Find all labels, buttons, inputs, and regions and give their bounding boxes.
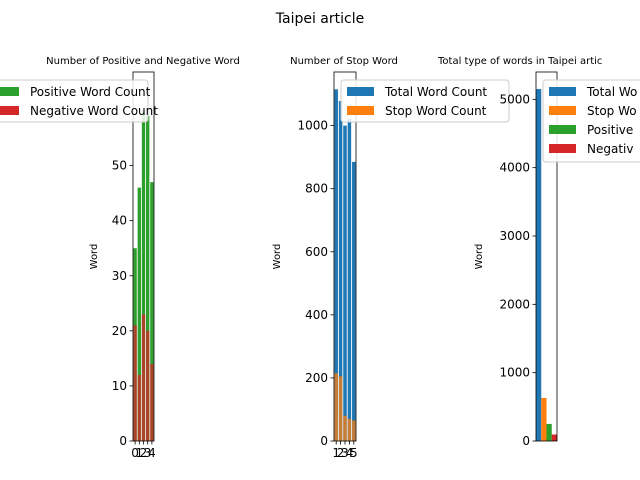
legend-swatch bbox=[549, 144, 576, 153]
bar bbox=[334, 89, 338, 441]
bar bbox=[347, 418, 352, 441]
bar bbox=[334, 373, 338, 441]
y-tick-label: 30 bbox=[112, 269, 127, 283]
y-axis-label: Word bbox=[89, 244, 100, 270]
panel-title: Number of Stop Word bbox=[290, 56, 398, 67]
bar bbox=[352, 420, 356, 441]
legend-box bbox=[0, 79, 149, 123]
y-tick-label: 4000 bbox=[499, 161, 530, 175]
bar bbox=[343, 415, 347, 441]
x-tick-label: 1 bbox=[332, 446, 340, 460]
bar bbox=[551, 434, 557, 441]
y-tick-label: 800 bbox=[305, 182, 328, 196]
legend: Total Wo Stop Wo Positive Negativ bbox=[542, 79, 640, 163]
y-tick-label: 600 bbox=[305, 245, 328, 259]
x-tick-label: 5 bbox=[350, 446, 358, 460]
y-tick-label: 50 bbox=[112, 159, 127, 173]
legend-label: Total Wo bbox=[586, 85, 637, 99]
bar bbox=[546, 423, 552, 441]
legend-swatch bbox=[549, 125, 576, 134]
bar bbox=[141, 110, 146, 441]
bar bbox=[146, 330, 150, 441]
legend-box bbox=[340, 79, 510, 123]
axes-frame bbox=[333, 71, 357, 442]
bar bbox=[137, 187, 141, 441]
y-tick-label: 3000 bbox=[499, 229, 530, 243]
bar bbox=[347, 118, 352, 441]
x-tick-label: 0 bbox=[131, 446, 139, 460]
y-tick-label: 0 bbox=[522, 434, 530, 448]
legend-label: Negative Word Count bbox=[30, 104, 158, 118]
bar bbox=[541, 397, 547, 441]
legend-label: Stop Wo bbox=[587, 104, 637, 118]
bar bbox=[141, 314, 146, 441]
y-tick-label: 200 bbox=[305, 371, 328, 385]
y-axis-label: Word bbox=[272, 244, 283, 270]
y-tick-label: 0 bbox=[320, 434, 328, 448]
legend-swatch bbox=[347, 106, 374, 115]
bar bbox=[137, 374, 141, 441]
bar bbox=[343, 125, 347, 441]
y-tick-label: 2000 bbox=[499, 297, 530, 311]
y-tick-label: 40 bbox=[112, 214, 127, 228]
legend-box bbox=[542, 79, 640, 163]
legend-label: Total Word Count bbox=[384, 85, 487, 99]
bar bbox=[150, 182, 154, 442]
panel-title: Total type of words in Taipei artic bbox=[437, 56, 602, 67]
bar bbox=[338, 376, 343, 441]
x-tick-label: 4 bbox=[148, 446, 156, 460]
panel-title: Number of Positive and Negative Word bbox=[46, 56, 240, 67]
axes-frame bbox=[535, 71, 558, 442]
legend-swatch bbox=[347, 87, 374, 96]
y-tick-label: 5000 bbox=[499, 92, 530, 106]
x-tick-label: 1 bbox=[135, 446, 143, 460]
chart-panel-3: Total type of words in Taipei artic 0 1000… bbox=[437, 56, 640, 448]
legend-label: Negativ bbox=[587, 142, 633, 156]
legend-label: Stop Word Count bbox=[385, 104, 487, 118]
legend-swatch bbox=[549, 106, 576, 115]
legend-swatch bbox=[0, 87, 19, 96]
bar bbox=[352, 161, 356, 441]
legend: Positive Word Count Negative Word Count bbox=[0, 79, 158, 123]
figure-suptitle: Taipei article bbox=[275, 11, 364, 27]
y-tick-label: 1000 bbox=[297, 119, 328, 133]
x-tick-label: 2 bbox=[337, 446, 345, 460]
bar bbox=[150, 363, 154, 441]
bar bbox=[338, 101, 343, 441]
bar bbox=[536, 89, 542, 441]
legend-label: Positive bbox=[587, 123, 633, 137]
y-tick-label: 20 bbox=[112, 324, 127, 338]
legend: Total Word Count Stop Word Count bbox=[340, 79, 510, 123]
legend-swatch bbox=[0, 106, 19, 115]
chart-panel-1: Number of Positive and Negative Word0123… bbox=[0, 56, 240, 460]
chart-panels: Number of Positive and Negative Word0123… bbox=[0, 56, 640, 460]
x-tick-label: 2 bbox=[140, 446, 148, 460]
bar bbox=[146, 116, 150, 442]
legend-swatch bbox=[549, 87, 576, 96]
legend-label: Positive Word Count bbox=[30, 85, 151, 99]
x-tick-label: 3 bbox=[341, 446, 349, 460]
x-tick-label: 4 bbox=[346, 446, 354, 460]
y-axis-label: Word bbox=[474, 244, 485, 270]
y-tick-label: 400 bbox=[305, 308, 328, 322]
y-tick-label: 10 bbox=[112, 379, 127, 393]
x-tick-label: 3 bbox=[144, 446, 152, 460]
y-tick-label: 1000 bbox=[499, 366, 530, 380]
axes-frame bbox=[132, 71, 155, 442]
bar bbox=[133, 325, 137, 441]
y-tick-label: 0 bbox=[119, 434, 127, 448]
